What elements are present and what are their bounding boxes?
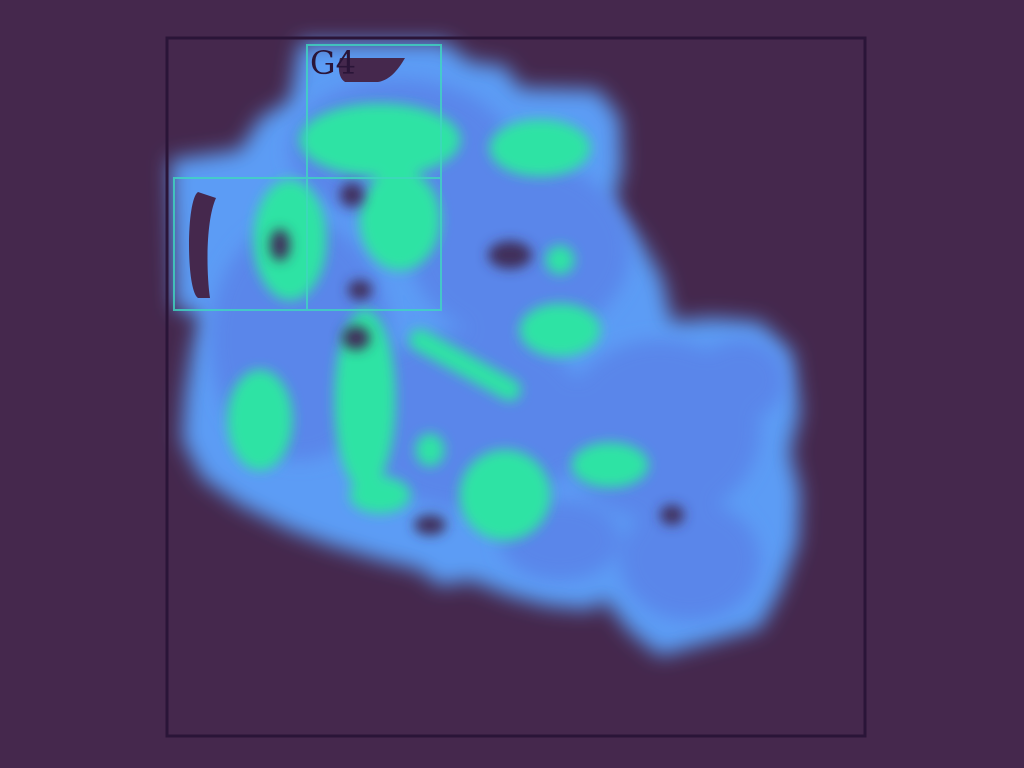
grid-cell-center[interactable] [306, 177, 442, 311]
cutouts [189, 58, 405, 298]
density-hot-spots [227, 103, 649, 541]
density-holes [270, 183, 684, 535]
grid-selection[interactable] [173, 44, 442, 311]
grid-label: G4 [310, 44, 356, 82]
density-mid-region [210, 80, 785, 620]
map-frame [165, 36, 867, 738]
